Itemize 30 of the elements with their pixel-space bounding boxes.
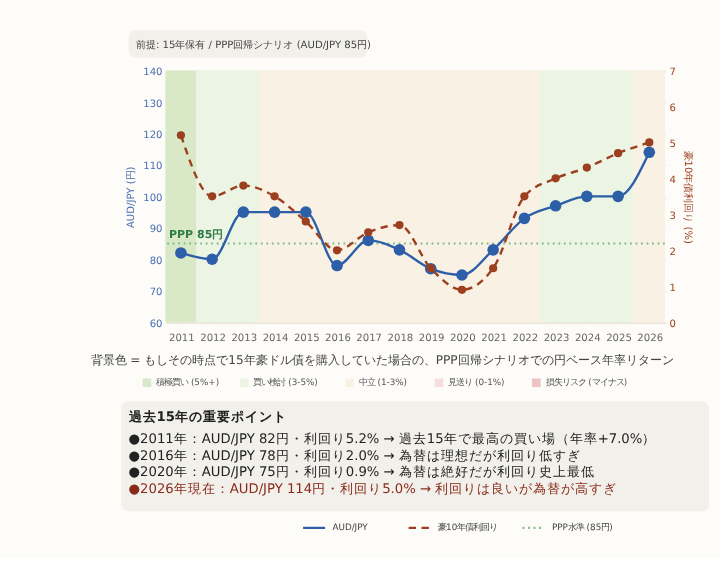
point	[237, 206, 250, 218]
point	[301, 217, 310, 226]
point	[270, 192, 279, 201]
point	[643, 146, 656, 159]
point	[176, 131, 186, 140]
point	[393, 244, 406, 256]
point	[456, 269, 468, 281]
point	[581, 190, 593, 203]
point	[520, 192, 529, 201]
point	[239, 181, 248, 190]
point	[612, 190, 624, 203]
point	[487, 244, 499, 256]
point	[395, 221, 404, 230]
point	[364, 228, 373, 237]
point	[549, 199, 562, 212]
point	[489, 264, 498, 273]
point	[362, 234, 375, 247]
point	[645, 138, 654, 147]
point	[332, 246, 342, 255]
point	[457, 285, 467, 294]
point	[175, 247, 187, 259]
point	[331, 259, 343, 272]
point	[518, 212, 531, 225]
point	[582, 163, 591, 172]
point	[613, 149, 623, 158]
point	[551, 174, 560, 183]
point	[206, 253, 218, 266]
point	[300, 206, 312, 218]
point	[208, 192, 217, 201]
point	[268, 206, 281, 218]
